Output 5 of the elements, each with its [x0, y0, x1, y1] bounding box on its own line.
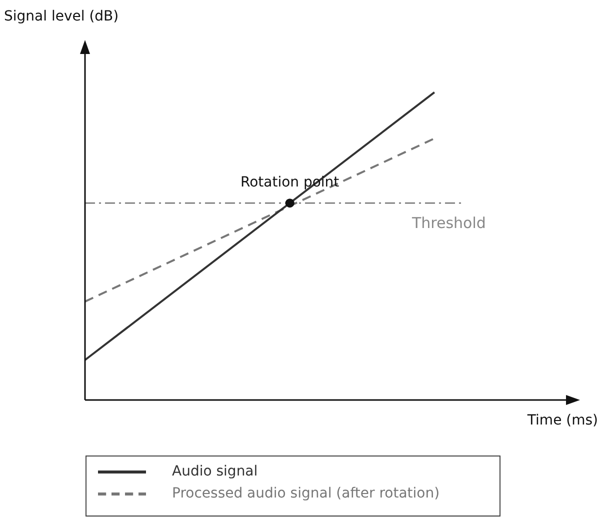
- y-axis-title: Signal level (dB): [4, 8, 119, 25]
- ref-line-label: Threshold: [411, 214, 486, 232]
- legend-label: Audio signal: [172, 464, 258, 480]
- x-axis-title: Time (ms): [526, 412, 598, 429]
- legend-label: Processed audio signal (after rotation): [172, 486, 440, 502]
